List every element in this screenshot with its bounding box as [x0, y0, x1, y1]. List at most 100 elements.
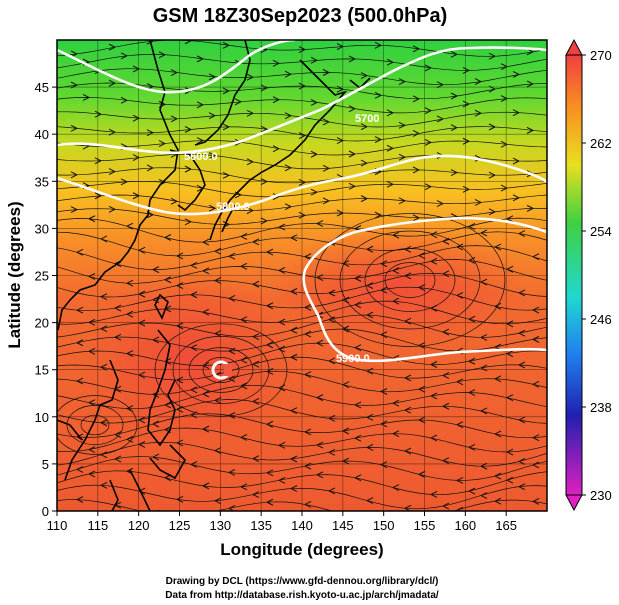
wind-arrow-head	[304, 462, 312, 470]
wind-arrow-head	[310, 98, 318, 106]
colorbar-gradient	[565, 54, 583, 496]
wind-arrow-head	[260, 125, 268, 133]
wind-arrow-head	[234, 98, 242, 106]
wind-arrow-head	[430, 392, 438, 400]
wind-arrow-head	[366, 311, 374, 319]
wind-arrow-head	[532, 497, 540, 505]
wind-arrow-head	[450, 169, 458, 177]
wind-arrow-head	[152, 453, 160, 461]
wind-arrow-head	[100, 293, 108, 301]
wind-arrow-head	[272, 59, 280, 67]
wind-arrow-head	[526, 126, 534, 134]
wind-arrow-head	[310, 188, 318, 196]
wind-arrow-head	[322, 118, 330, 126]
wind-arrow-head	[176, 322, 184, 330]
wind-arrow-head	[380, 420, 388, 428]
wind-arrow-head	[214, 396, 222, 404]
wind-arrow-head	[468, 222, 476, 230]
wind-arrow-head	[418, 385, 426, 393]
wind-arrow-head	[480, 462, 488, 470]
wind-arrow-head	[398, 153, 406, 161]
y-tick-label: 15	[35, 363, 49, 378]
wind-arrow-head	[500, 95, 508, 103]
wind-arrow-head	[208, 112, 216, 120]
wind-arrow-head	[252, 280, 260, 288]
wind-arrow-head	[418, 284, 426, 292]
colorbar-labels: 270 262 254 246 238 230	[582, 48, 612, 503]
wind-arrow-head	[208, 73, 216, 81]
wind-arrow-head	[392, 297, 400, 305]
wind-arrow-head	[70, 124, 78, 132]
wind-arrow-head	[424, 64, 432, 72]
wind-arrow-head	[298, 46, 306, 53]
wind-arrow-head	[526, 80, 534, 88]
streamline	[57, 356, 547, 381]
contour-labels: 5600.0 5800.0 5900.0 5700	[184, 113, 379, 365]
streamline	[57, 470, 547, 496]
wind-arrow-head	[480, 364, 488, 372]
wind-arrow-head	[518, 230, 526, 237]
wind-arrow-head	[266, 469, 274, 477]
wind-arrow-head	[126, 350, 134, 358]
wind-arrow-head	[138, 290, 146, 298]
wind-arrow-head	[316, 220, 324, 228]
colorbar-label: 262	[590, 136, 612, 151]
colorbar-top-arrow	[565, 38, 583, 56]
wind-arrow-head	[532, 306, 540, 314]
wind-arrow-head	[392, 484, 400, 491]
wind-arrow-head	[316, 441, 324, 449]
wind-arrow-head	[114, 455, 122, 463]
wind-arrow-head	[290, 485, 298, 493]
wind-arrow-head	[366, 282, 374, 289]
wind-arrow-head	[348, 55, 356, 63]
wind-arrow-head	[456, 291, 464, 299]
wind-arrow-head	[450, 124, 458, 132]
wind-arrow-head	[430, 490, 438, 498]
wind-arrow-head	[164, 401, 172, 409]
wind-arrow-head	[386, 58, 394, 66]
contour-label-5800: 5800.0	[216, 201, 250, 213]
wind-arrow-head	[100, 235, 108, 243]
wind-arrow-head	[304, 253, 312, 261]
wind-arrow-head	[88, 318, 96, 326]
wind-arrow-head	[342, 427, 350, 435]
wind-arrow-head	[412, 130, 420, 137]
wind-arrow-head	[298, 178, 306, 186]
x-tick-label: 160	[454, 518, 476, 533]
wind-arrow-head	[132, 192, 140, 200]
wind-arrow-head	[348, 182, 356, 190]
contour-5600	[57, 46, 547, 155]
y-tick-label: 0	[42, 504, 49, 519]
wind-arrow-head	[450, 92, 458, 100]
wind-arrow-head	[100, 363, 108, 371]
wind-arrow-head	[392, 399, 400, 407]
wind-arrow-head	[456, 476, 464, 484]
wind-arrow-head	[518, 289, 526, 297]
wind-arrow-head	[290, 353, 298, 361]
wind-arrow-head	[202, 308, 210, 316]
wind-arrow-head	[518, 361, 526, 369]
wind-arrow-head	[298, 132, 306, 139]
wind-arrow-head	[494, 472, 502, 480]
wind-arrow-head	[336, 137, 344, 145]
wind-arrow-head	[100, 419, 108, 427]
streamline	[57, 40, 547, 57]
wind-arrow-head	[518, 458, 526, 465]
wind-arrow-head	[138, 440, 146, 448]
wind-arrow-head	[354, 434, 362, 442]
wind-arrow-head	[506, 350, 514, 358]
wind-arrow-head	[152, 420, 160, 428]
wind-arrow-head	[316, 394, 324, 402]
wind-arrow-head	[398, 78, 406, 85]
wind-arrow-head	[304, 330, 312, 338]
wind-arrow-head	[366, 367, 374, 375]
streamline	[57, 272, 547, 298]
wind-arrow-head	[494, 497, 502, 505]
wind-arrow-head	[176, 439, 184, 447]
wind-arrow-head	[468, 487, 476, 495]
wind-arrow-head	[76, 306, 84, 314]
x-tick-label: 110	[47, 518, 68, 533]
wind-arrow-head	[462, 185, 470, 193]
y-axis-label: Latitude (degrees)	[5, 201, 24, 348]
wind-arrow-head	[360, 123, 368, 131]
